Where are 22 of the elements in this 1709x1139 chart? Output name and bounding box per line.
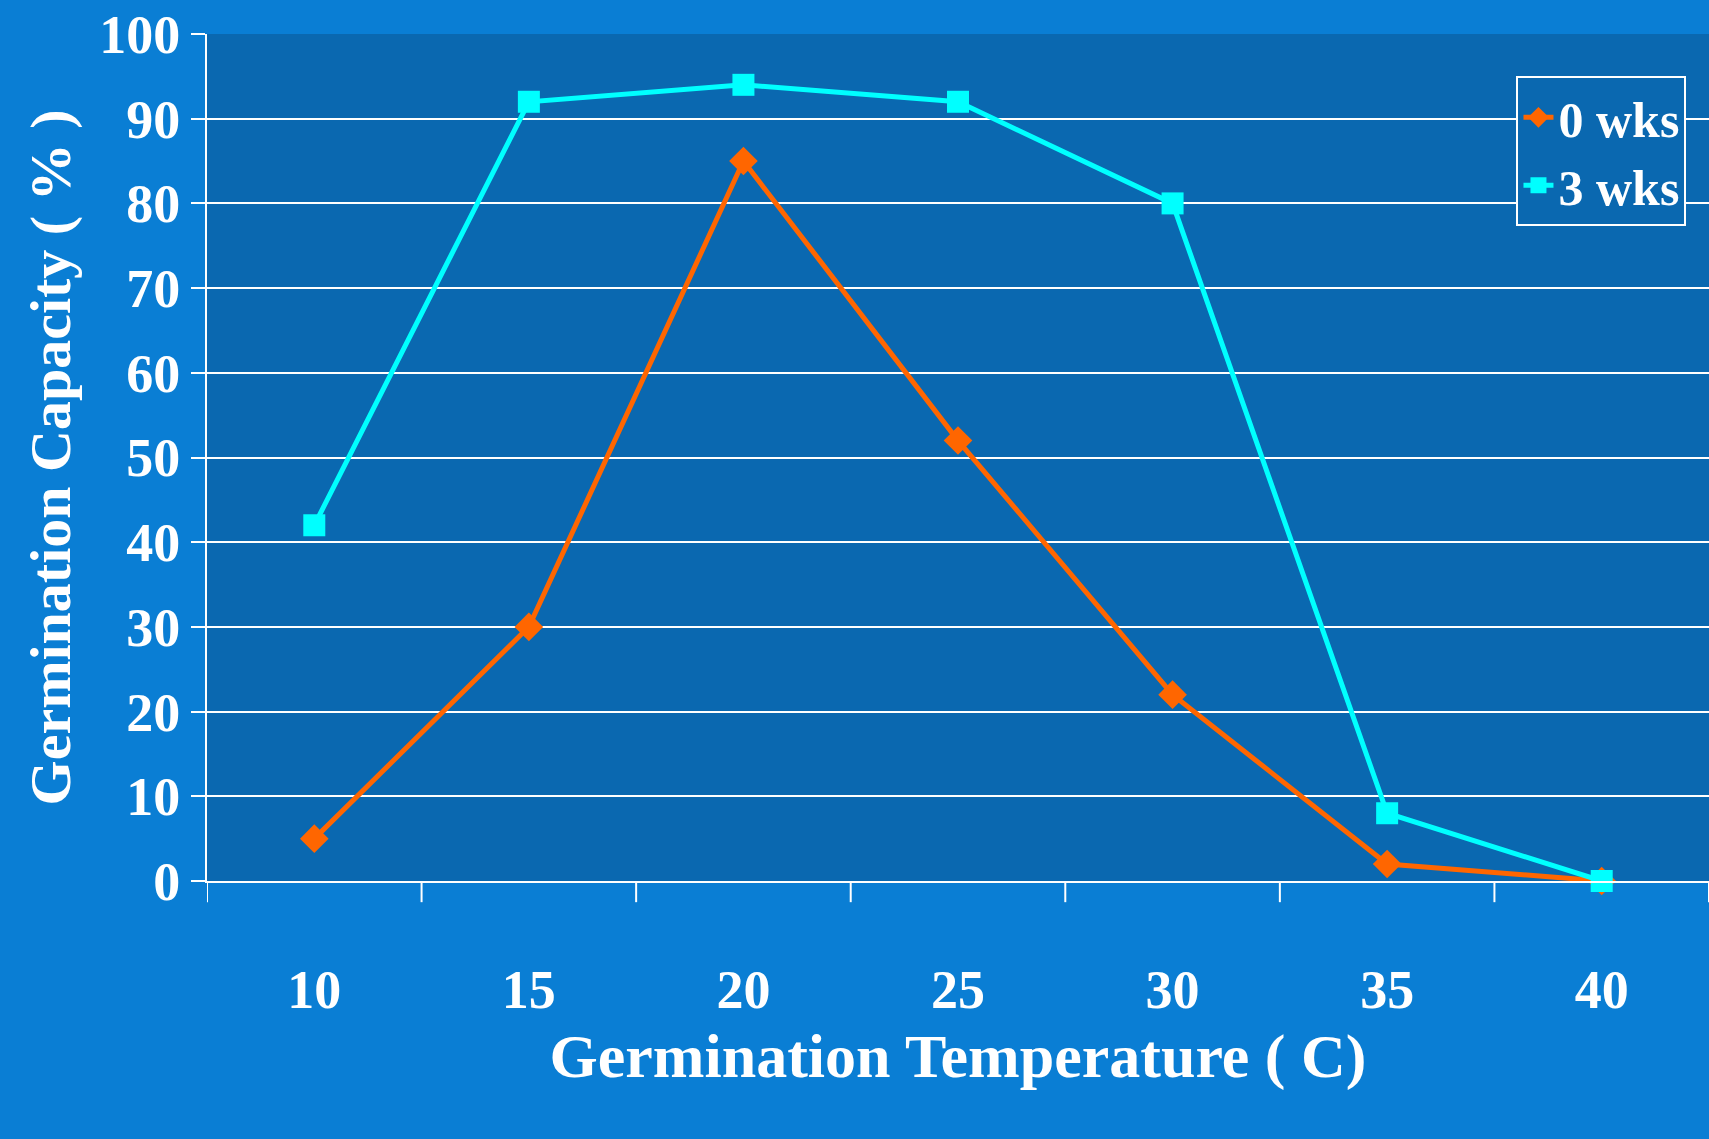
y-tick-label: 60 [126,343,181,404]
x-tick-label: 25 [931,959,985,1020]
legend-label: 0 wks [1558,91,1680,148]
x-tick-label: 20 [716,959,771,1020]
y-tick-label: 70 [126,259,181,319]
y-tick-label: 40 [126,513,181,574]
y-tick-label: 0 [153,851,181,912]
x-tick-label: 30 [1145,959,1200,1020]
legend-label: 3 wks [1558,159,1680,216]
y-tick-label: 20 [126,682,181,743]
y-tick-label: 100 [99,4,181,65]
y-tick-label: 50 [126,428,181,489]
y-tick-label: 80 [126,174,181,235]
x-tick-label: 40 [1574,959,1629,1020]
x-tick-label: 15 [501,959,556,1020]
x-axis-title: Germination Temperature ( C) [549,1022,1367,1092]
x-tick-label: 35 [1360,959,1415,1020]
y-tick-label: 90 [126,89,181,150]
y-tick-label: 10 [126,767,181,828]
y-axis-title: Germination Capacity ( % ) [17,109,83,806]
y-tick-label: 30 [126,597,181,658]
x-tick-label: 10 [287,959,342,1020]
